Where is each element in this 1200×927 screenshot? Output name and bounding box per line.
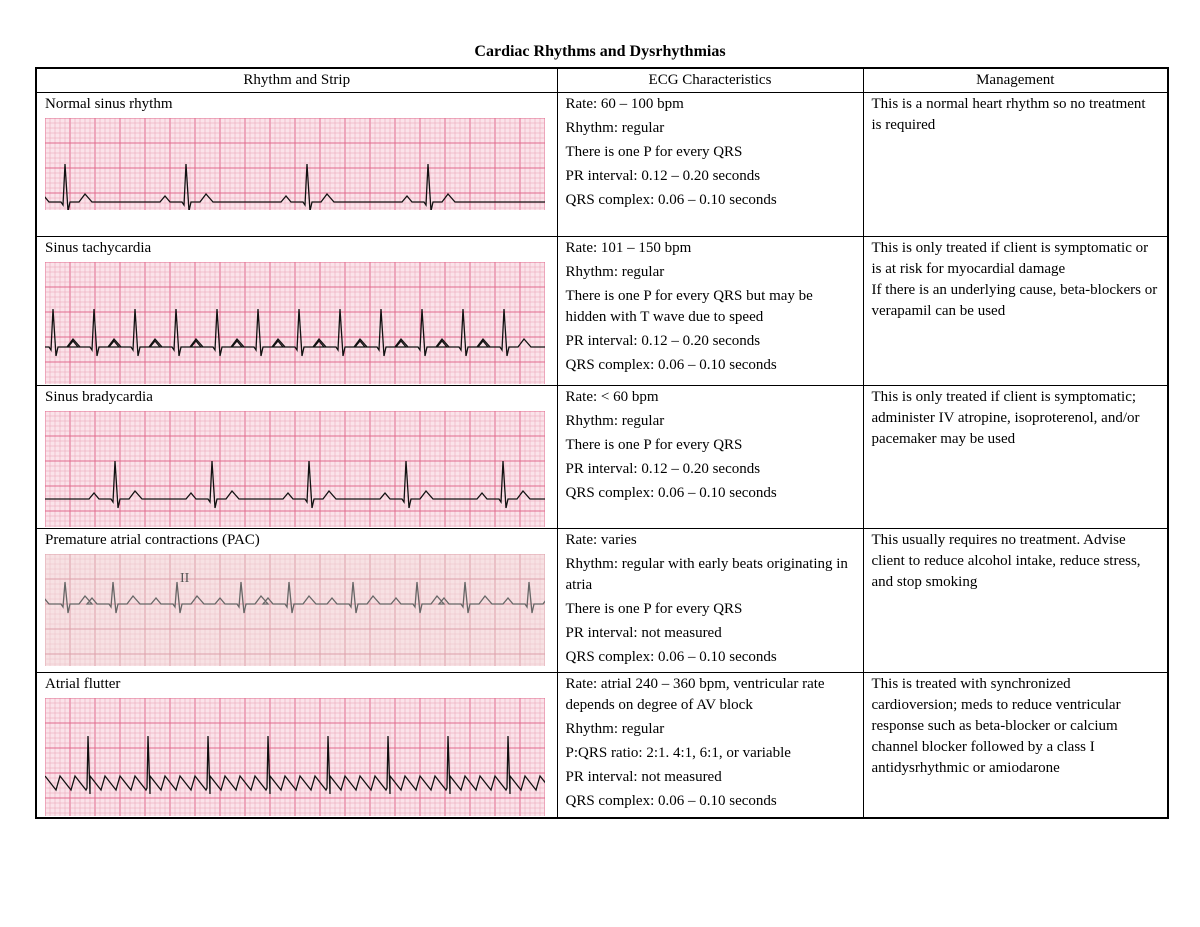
characteristic: PR interval: not measured — [565, 769, 722, 785]
ecg-strip — [45, 411, 545, 527]
table-row: Atrial flutter Rate: atrial 240 – 360 bpm… — [35, 672, 1169, 819]
characteristic: There is one P for every QRS — [565, 601, 743, 617]
table-row: Normal sinus rhythm Rate: 60 – 100 bpm Rhy… — [35, 92, 1169, 237]
rhythm-cell: Sinus tachycardia — [35, 236, 558, 386]
rhythm-cell: Premature atrial contractions (PAC) II — [35, 528, 558, 673]
characteristics-cell: Rate: 60 – 100 bpm Rhythm: regular There i… — [556, 92, 864, 237]
management-cell: This is only treated if client is sympto… — [862, 236, 1169, 386]
management-text: This is only treated if client is sympto… — [871, 240, 1149, 277]
ecg-strip — [45, 118, 545, 210]
rhythm-cell: Sinus bradycardia — [35, 385, 558, 529]
management-text: This is a normal heart rhythm so no trea… — [871, 96, 1146, 133]
management-cell: This is a normal heart rhythm so no trea… — [862, 92, 1169, 237]
title: Cardiac Rhythms and Dysrhythmias — [474, 43, 726, 60]
characteristic: Rate: varies — [565, 532, 637, 548]
management-text: This is only treated if client is sympto… — [871, 389, 1140, 447]
characteristics-cell: Rate: atrial 240 – 360 bpm, ventricular … — [556, 672, 864, 819]
ecg-wave — [45, 308, 545, 357]
strip-label: II — [180, 571, 190, 586]
column-header: ECG Characteristics — [556, 67, 864, 93]
characteristic: PR interval: 0.12 – 0.20 seconds — [565, 461, 761, 477]
characteristics-cell: Rate: varies Rhythm: regular with early b… — [556, 528, 864, 673]
rhythm-name: Normal sinus rhythm — [45, 96, 173, 112]
characteristic: QRS complex: 0.06 – 0.10 seconds — [565, 485, 777, 501]
management-text: This is treated with synchronized cardio… — [871, 676, 1121, 776]
characteristic: There is one P for every QRS but may be … — [565, 288, 813, 325]
table-row: Premature atrial contractions (PAC) II Rat… — [35, 528, 1169, 673]
characteristic: QRS complex: 0.06 – 0.10 seconds — [565, 357, 777, 373]
characteristic: Rhythm: regular with early beats origina… — [565, 556, 848, 593]
characteristic: Rate: 101 – 150 bpm — [565, 240, 692, 256]
characteristic: Rate: 60 – 100 bpm — [565, 96, 684, 112]
ecg-strip — [45, 262, 545, 384]
ecg-wave — [45, 581, 545, 614]
management-text: If there is an underlying cause, beta-bl… — [871, 282, 1158, 319]
table-row: Sinus bradycardia Rate: < 60 bpm Rhythm: r… — [35, 385, 1169, 529]
characteristic: There is one P for every QRS — [565, 144, 743, 160]
rhythm-cell: Normal sinus rhythm — [35, 92, 558, 237]
characteristic: Rate: < 60 bpm — [565, 389, 659, 405]
characteristics-cell: Rate: < 60 bpm Rhythm: regular There is on… — [556, 385, 864, 529]
characteristic: There is one P for every QRS — [565, 437, 743, 453]
ecg-wave — [45, 460, 545, 509]
characteristic: Rhythm: regular — [565, 264, 665, 280]
ecg-strip: II — [45, 554, 545, 666]
characteristic: QRS complex: 0.06 – 0.10 seconds — [565, 192, 777, 208]
table-row: Sinus tachycardia Rate: 101 – 150 bpm Rhyt… — [35, 236, 1169, 386]
management-cell: This is only treated if client is sympto… — [862, 385, 1169, 529]
characteristic: Rhythm: regular — [565, 120, 665, 136]
column-header: Rhythm and Strip — [35, 67, 558, 93]
rhythm-name: Atrial flutter — [45, 676, 121, 692]
ecg-wave — [45, 735, 545, 795]
rhythm-table: Rhythm and Strip ECG Characteristics Manag… — [35, 67, 1169, 819]
characteristics-cell: Rate: 101 – 150 bpm Rhythm: regular There … — [556, 236, 864, 386]
ecg-wave — [45, 163, 545, 210]
characteristic: QRS complex: 0.06 – 0.10 seconds — [565, 649, 777, 665]
rhythm-cell: Atrial flutter — [35, 672, 558, 819]
characteristic: Rhythm: regular — [565, 721, 665, 737]
characteristic: PR interval: not measured — [565, 625, 722, 641]
characteristic: PR interval: 0.12 – 0.20 seconds — [565, 333, 761, 349]
characteristic: Rhythm: regular — [565, 413, 665, 429]
rhythm-name: Premature atrial contractions (PAC) — [45, 532, 260, 548]
rhythm-name: Sinus tachycardia — [45, 240, 152, 256]
characteristic: P:QRS ratio: 2:1. 4:1, 6:1, or variable — [565, 745, 791, 761]
header-row: Rhythm and Strip ECG Characteristics Manag… — [35, 67, 1169, 93]
column-header: Management — [862, 67, 1169, 93]
management-text: This usually requires no treatment. Advi… — [871, 532, 1141, 590]
ecg-strip — [45, 698, 545, 816]
management-cell: This usually requires no treatment. Advi… — [862, 528, 1169, 673]
characteristic: PR interval: 0.12 – 0.20 seconds — [565, 168, 761, 184]
rhythm-name: Sinus bradycardia — [45, 389, 153, 405]
characteristic: QRS complex: 0.06 – 0.10 seconds — [565, 793, 777, 809]
characteristic: Rate: atrial 240 – 360 bpm, ventricular … — [565, 676, 825, 713]
management-cell: This is treated with synchronized cardio… — [862, 672, 1169, 819]
